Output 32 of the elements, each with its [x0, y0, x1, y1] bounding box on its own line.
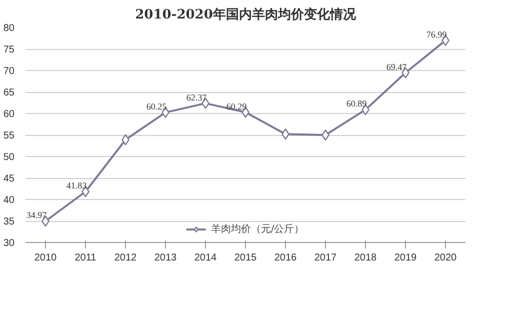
x-tick-label: 2018 — [354, 252, 378, 264]
x-tick-label: 2019 — [394, 252, 418, 264]
y-tick-label: 30 — [3, 238, 15, 249]
x-tick-label: 2010 — [34, 252, 58, 264]
y-tick-label: 35 — [3, 216, 15, 228]
data-label: 76.99 — [426, 29, 448, 40]
y-tick-label: 45 — [3, 174, 15, 184]
data-label: 69.47 — [386, 62, 408, 72]
y-tick-label: 55 — [3, 130, 15, 142]
y-tick-label: 80 — [3, 23, 15, 34]
x-tick-label: 2017 — [314, 252, 338, 264]
y-tick-label: 40 — [3, 195, 15, 206]
x-tick-label: 2012 — [114, 252, 138, 264]
y-tick-label: 70 — [3, 66, 15, 77]
x-tick-label: 2011 — [74, 252, 97, 264]
data-label: 60.29 — [226, 101, 248, 112]
chart-title: 2010-2020年国内羊肉均价变化情况 — [135, 6, 357, 22]
y-tick-label: 75 — [3, 44, 15, 56]
data-label: 60.89 — [346, 98, 368, 109]
x-tick-label: 2015 — [234, 252, 258, 264]
y-tick-label: 65 — [3, 88, 15, 98]
data-label: 41.83 — [66, 180, 88, 191]
y-tick-label: 60 — [3, 109, 15, 120]
x-tick-label: 2016 — [274, 252, 298, 264]
data-label: 34.97 — [26, 210, 48, 220]
x-tick-label: 2020 — [434, 252, 458, 264]
legend-label: 羊肉均价（元/公斤） — [210, 222, 304, 236]
x-tick-label: 2013 — [154, 252, 178, 264]
data-label: 62.37 — [186, 92, 208, 102]
x-tick-label: 2014 — [194, 252, 218, 264]
y-tick-label: 50 — [3, 152, 15, 163]
data-label: 60.25 — [146, 101, 168, 112]
